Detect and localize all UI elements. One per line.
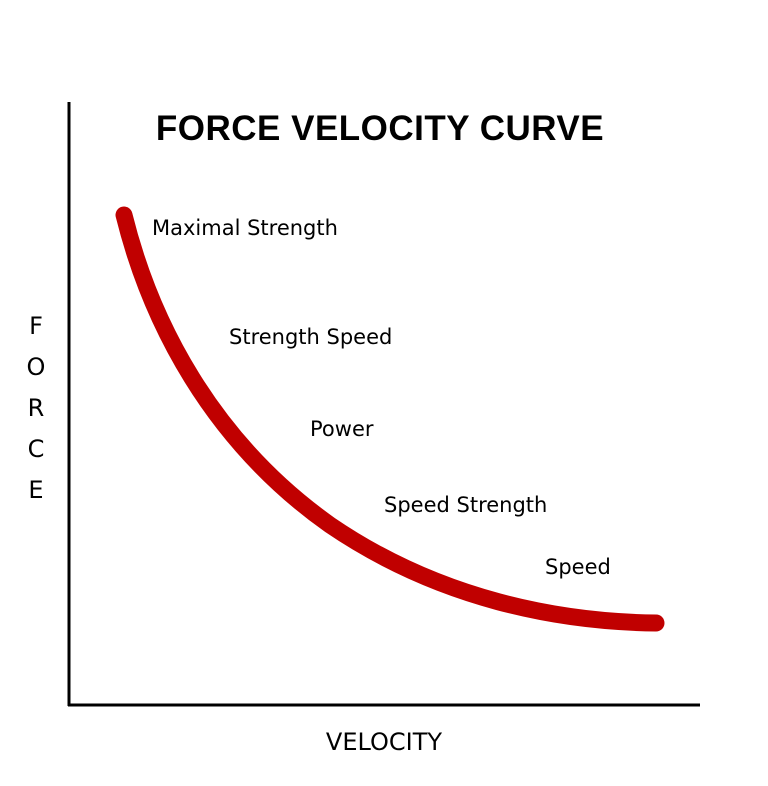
region-label-maximal-strength: Maximal Strength (152, 216, 338, 240)
force-velocity-curve (115, 206, 665, 632)
region-label-power: Power (310, 417, 374, 441)
region-label-speed-strength: Speed Strength (384, 493, 547, 517)
y-axis-label-letter: C (28, 435, 45, 463)
region-label-speed: Speed (545, 555, 611, 579)
y-axis-label-letter: O (27, 353, 46, 381)
region-label-strength-speed: Strength Speed (229, 325, 392, 349)
y-axis-label-letter: R (28, 394, 45, 422)
chart-title: FORCE VELOCITY CURVE (156, 109, 604, 148)
y-axis-label-letter: F (29, 312, 43, 340)
x-axis-label: VELOCITY (326, 728, 442, 756)
y-axis-label-letter: E (28, 476, 43, 504)
